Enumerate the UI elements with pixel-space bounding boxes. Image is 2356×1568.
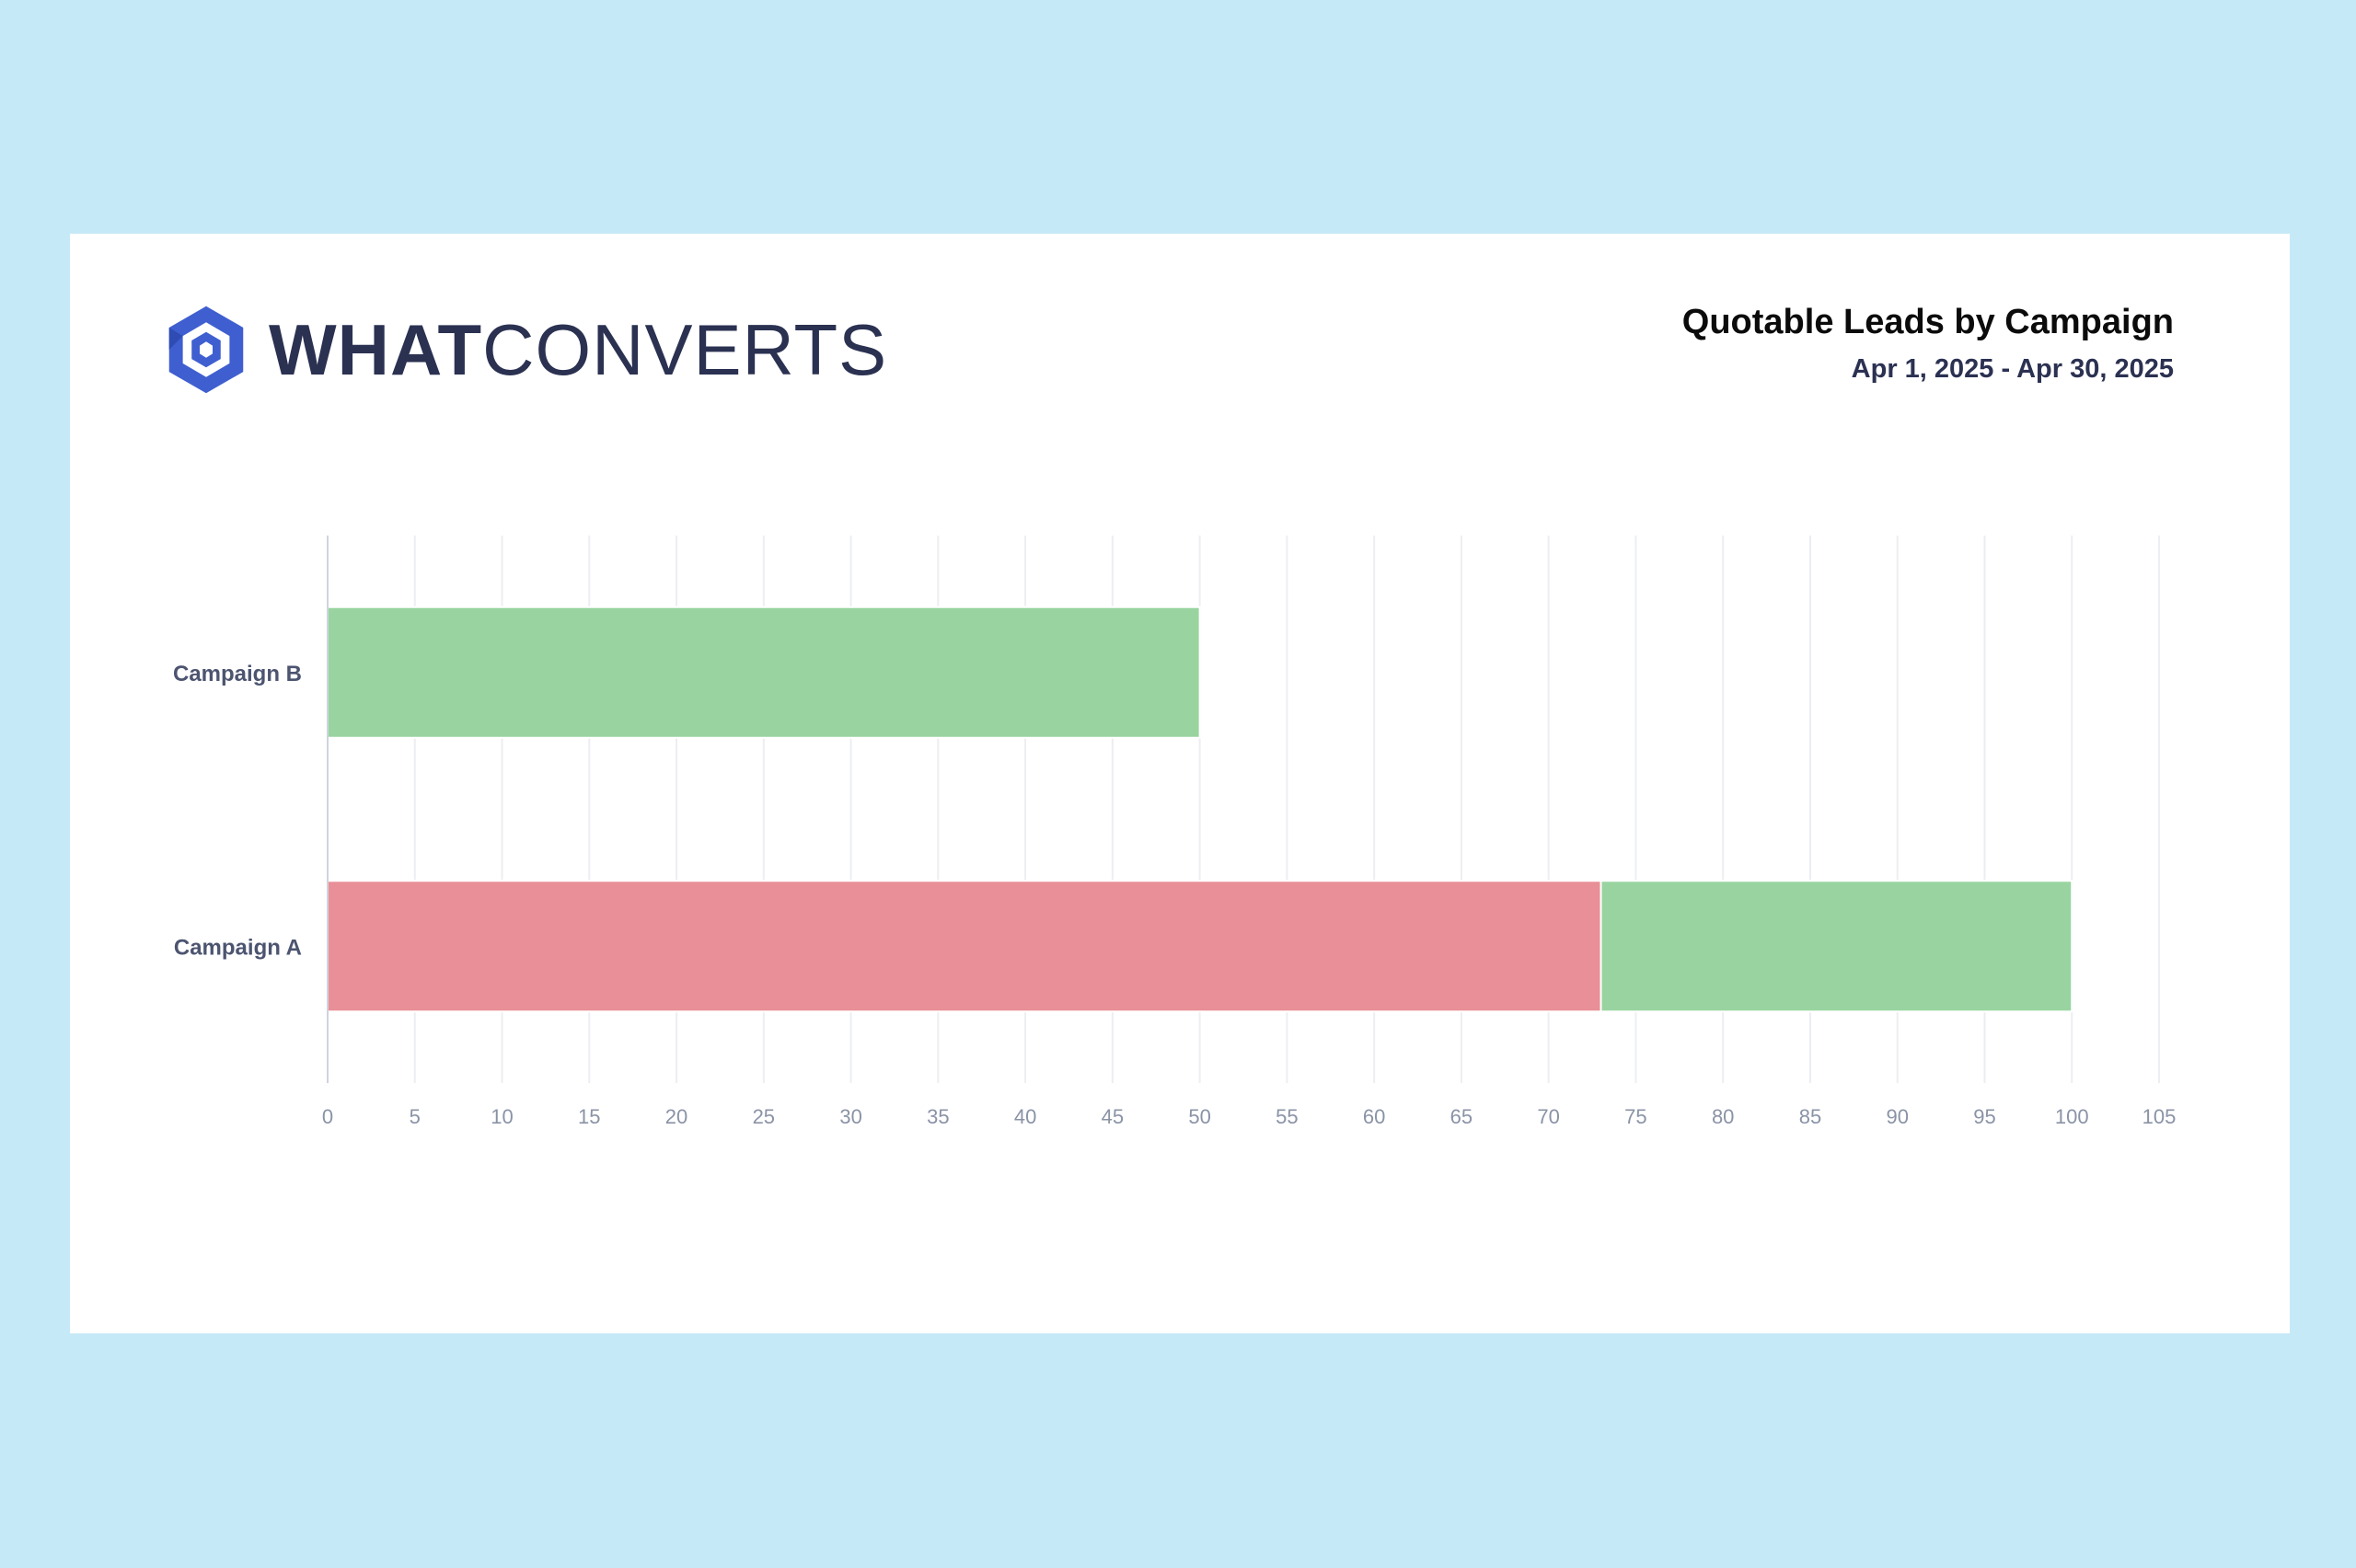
x-tick-label: 55 xyxy=(1276,1105,1298,1128)
whatconverts-logo: WHATCONVERTS xyxy=(166,302,887,398)
x-tick-label: 20 xyxy=(665,1105,687,1128)
y-category-label: Campaign A xyxy=(174,935,302,960)
bars xyxy=(327,605,2073,1013)
hexagon-logo-icon xyxy=(168,306,244,394)
x-tick-label: 105 xyxy=(2142,1105,2177,1128)
x-tick-label: 100 xyxy=(2055,1105,2089,1128)
bar-chart: 0 5 10 15 20 25 30 35 40 45 50 55 60 65 70 75 80 85 90 95 10… xyxy=(173,536,2176,1128)
x-tick-label: 15 xyxy=(578,1105,600,1128)
x-tick-label: 60 xyxy=(1363,1105,1385,1128)
logo-wordmark: WHATCONVERTS xyxy=(269,314,887,386)
x-tick-label: 75 xyxy=(1624,1105,1646,1128)
x-tick-label: 30 xyxy=(839,1105,861,1128)
x-tick-label: 25 xyxy=(753,1105,775,1128)
x-tick-label: 35 xyxy=(927,1105,949,1128)
bar-segment[interactable] xyxy=(327,605,1201,739)
x-tick-label: 5 xyxy=(410,1105,421,1128)
x-tick-label: 10 xyxy=(491,1105,513,1128)
x-tick-label: 65 xyxy=(1450,1105,1472,1128)
x-tick-label: 45 xyxy=(1102,1105,1124,1128)
x-tick-label: 90 xyxy=(1886,1105,1908,1128)
y-category-label: Campaign B xyxy=(173,662,302,686)
x-tick-label: 0 xyxy=(322,1105,333,1128)
x-tick-label: 50 xyxy=(1188,1105,1210,1128)
chart-title: Quotable Leads by Campaign xyxy=(1681,303,2174,341)
bar-segment[interactable] xyxy=(1600,880,2073,1013)
x-tick-label: 85 xyxy=(1799,1105,1821,1128)
x-tick-label: 80 xyxy=(1712,1105,1734,1128)
chart-date-range: Apr 1, 2025 - Apr 30, 2025 xyxy=(1851,353,2174,384)
logo-text-light: CONVERTS xyxy=(482,309,888,390)
axis-labels: 0 5 10 15 20 25 30 35 40 45 50 55 60 65 70 75 80 85 90 95 10… xyxy=(173,662,2176,1128)
logo-text-bold: WHAT xyxy=(269,309,483,390)
x-tick-label: 70 xyxy=(1537,1105,1559,1128)
report-card: WHATCONVERTS Quotable Leads by Campaign … xyxy=(70,234,2290,1333)
chart-header: Quotable Leads by Campaign Apr 1, 2025 -… xyxy=(1682,302,2174,385)
x-tick-label: 95 xyxy=(1973,1105,1995,1128)
bar-segment[interactable] xyxy=(327,880,1602,1013)
x-tick-label: 40 xyxy=(1014,1105,1036,1128)
